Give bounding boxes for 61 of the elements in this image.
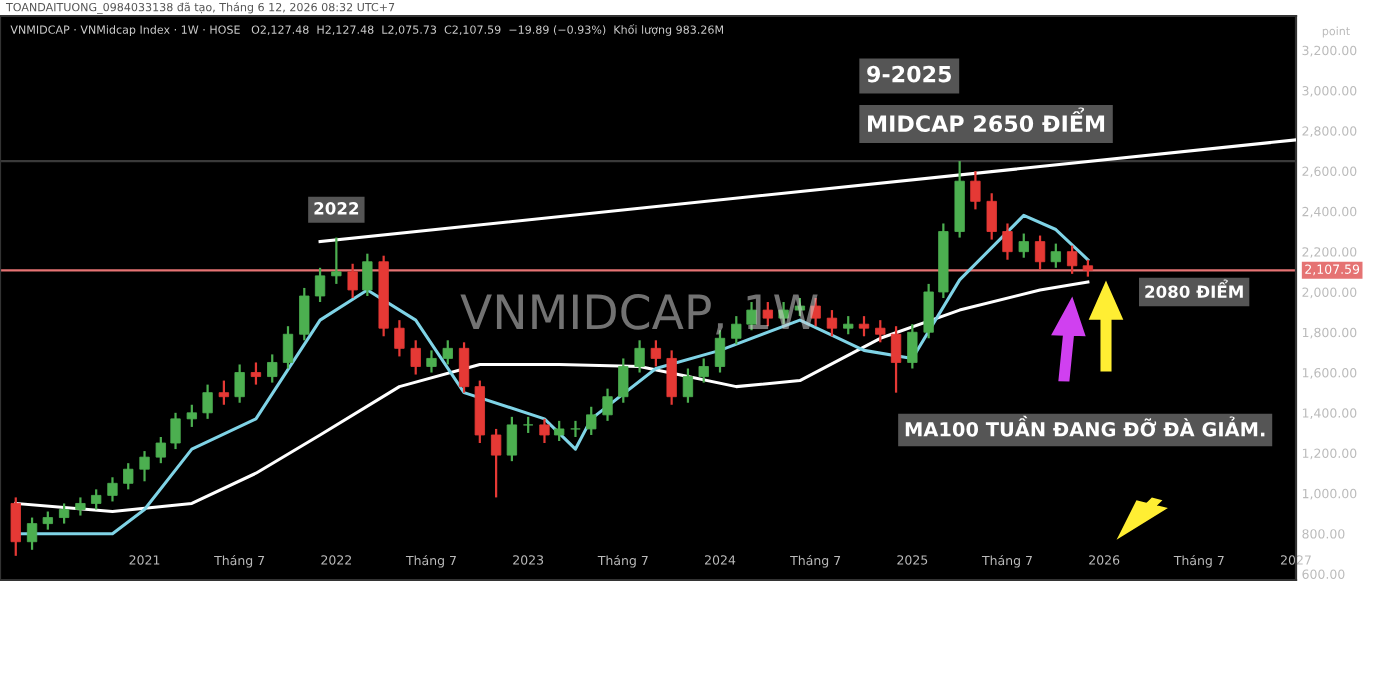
candlestick [250,361,262,386]
candlestick [362,252,373,298]
candlestick [907,323,918,370]
candlestick [875,319,886,344]
candlestick [314,266,326,304]
candlestick [1050,242,1061,269]
candlestick [698,357,709,384]
candlestick [299,286,310,342]
candlestick [1066,244,1078,275]
candlestick [890,325,902,394]
candlestick [586,405,597,437]
candlestick [426,349,437,374]
candlestick [123,462,134,491]
candlestick [42,510,53,531]
candlestick [970,169,981,211]
candlestick [1018,232,1029,259]
candlestick [410,339,421,376]
candlestick [634,339,645,374]
candlestick [539,417,550,445]
candlestick [267,353,278,384]
candlestick [570,419,581,439]
candlestick [986,192,997,241]
candlestick [202,383,213,420]
candlestick [139,449,150,483]
candlestick [490,427,502,499]
annotation: 2022 [314,202,359,215]
candlestick [826,308,838,338]
candlestick [602,387,613,422]
candlestick [75,496,86,517]
candlestick [347,262,358,300]
candlestick [218,379,230,406]
candlestick [234,363,245,404]
candlestick [442,339,453,366]
candlestick [666,349,677,406]
candlestick [858,315,870,338]
candlestick [458,341,470,394]
candlestick [186,403,197,429]
candlestick [731,315,742,346]
candlestick [506,415,518,463]
candlestick [155,435,166,465]
annotation: 2080 ĐIỂM [1145,279,1243,298]
candlestick [10,496,21,557]
candlestick [650,339,662,368]
candlestick [923,282,934,340]
candlestick [1002,222,1013,261]
candlestick [394,319,405,358]
candlestick [170,411,181,451]
candlestick [26,516,38,551]
candlestick [91,488,102,511]
candlestick [554,419,565,443]
annotation: 9-2025 [867,65,951,83]
candlestick [843,315,854,336]
annotation: MA100 TUẦN ĐANG ĐỠ ĐÀ GIẢM. [905,415,1265,437]
annotation: MIDCAP 2650 ĐIỂM [868,107,1105,132]
candlestick [618,357,629,404]
candlestick [282,325,294,370]
candlestick [682,367,694,404]
candlestick [331,236,342,286]
candlestick [1034,234,1046,271]
candlestick [58,502,70,525]
candlestick [107,476,118,503]
